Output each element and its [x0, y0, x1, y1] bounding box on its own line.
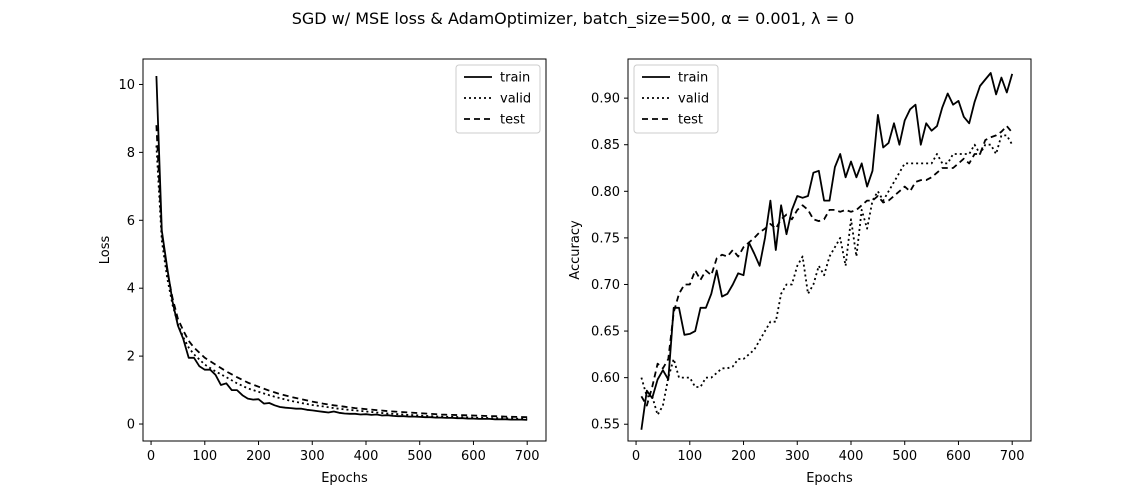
- loss-x-tick-label: 400: [354, 449, 379, 464]
- loss-x-tick-label: 600: [461, 449, 486, 464]
- loss-y-tick-label: 4: [127, 282, 135, 297]
- accuracy-y-tick-label: 0.85: [591, 138, 620, 153]
- loss-y-tick-label: 2: [127, 350, 135, 365]
- accuracy-x-tick-label: 0: [632, 449, 640, 464]
- loss-x-tick-label: 0: [147, 449, 155, 464]
- loss-y-tick-label: 8: [127, 146, 135, 161]
- accuracy-y-tick-label: 0.75: [591, 231, 620, 246]
- accuracy-y-tick-label: 0.60: [591, 371, 620, 386]
- accuracy-series-test-line: [640, 125, 1013, 407]
- legend-label-valid: valid: [678, 92, 709, 107]
- loss-x-tick-label: 100: [192, 449, 217, 464]
- loss-y-tick-label: 10: [118, 78, 135, 93]
- accuracy-series-train-line: [640, 72, 1014, 430]
- accuracy-x-tick-label: 400: [839, 449, 864, 464]
- accuracy-chart: 0 100 200 300 400 500 600 700 0.55 0.60 0.65 0.70 0.…: [568, 58, 1032, 486]
- loss-x-tick-label: 500: [407, 449, 432, 464]
- legend-label-test: test: [500, 113, 525, 128]
- loss-y-axis-label: Loss: [98, 236, 113, 265]
- accuracy-x-tick-label: 600: [946, 449, 971, 464]
- loss-x-tick-label: 300: [300, 449, 325, 464]
- loss-x-axis-label: Epochs: [321, 471, 368, 486]
- loss-series-valid-line: [155, 145, 528, 420]
- accuracy-legend-box: [633, 64, 719, 134]
- accuracy-y-tick-label: 0.70: [591, 278, 620, 293]
- accuracy-series-valid-line: [640, 134, 1013, 416]
- legend-label-train: train: [678, 71, 708, 86]
- legend-label-test: test: [678, 113, 703, 128]
- accuracy-x-axis-label: Epochs: [806, 471, 853, 486]
- loss-y-tick-label: 0: [127, 418, 135, 433]
- accuracy-x-tick-label: 200: [731, 449, 756, 464]
- legend-label-train: train: [500, 71, 530, 86]
- loss-series-train-line: [155, 75, 528, 421]
- loss-x-tick-label: 700: [515, 449, 540, 464]
- loss-legend: train valid test: [455, 64, 541, 134]
- loss-axes-frame: [142, 58, 547, 442]
- accuracy-y-axis-label: Accuracy: [568, 220, 583, 280]
- accuracy-legend: train valid test: [633, 64, 719, 134]
- loss-chart: 0 100 200 300 400 500 600 700 0 2 4 6 8 10 Epochs Loss t…: [98, 58, 547, 486]
- accuracy-x-tick-label: 500: [892, 449, 917, 464]
- accuracy-y-tick-label: 0.55: [591, 418, 620, 433]
- accuracy-x-tick-label: 700: [1000, 449, 1025, 464]
- accuracy-axes-frame: [627, 58, 1032, 442]
- loss-series-test-line: [155, 125, 528, 419]
- accuracy-x-tick-label: 300: [785, 449, 810, 464]
- accuracy-x-tick-label: 100: [677, 449, 702, 464]
- loss-x-tick-label: 200: [246, 449, 271, 464]
- accuracy-y-tick-label: 0.90: [591, 92, 620, 107]
- accuracy-y-tick-label: 0.65: [591, 325, 620, 340]
- figure-suptitle: SGD w/ MSE loss & AdamOptimizer, batch_s…: [292, 9, 855, 29]
- loss-y-tick-label: 6: [127, 214, 135, 229]
- legend-label-valid: valid: [500, 92, 531, 107]
- loss-legend-box: [455, 64, 541, 134]
- accuracy-y-tick-label: 0.80: [591, 185, 620, 200]
